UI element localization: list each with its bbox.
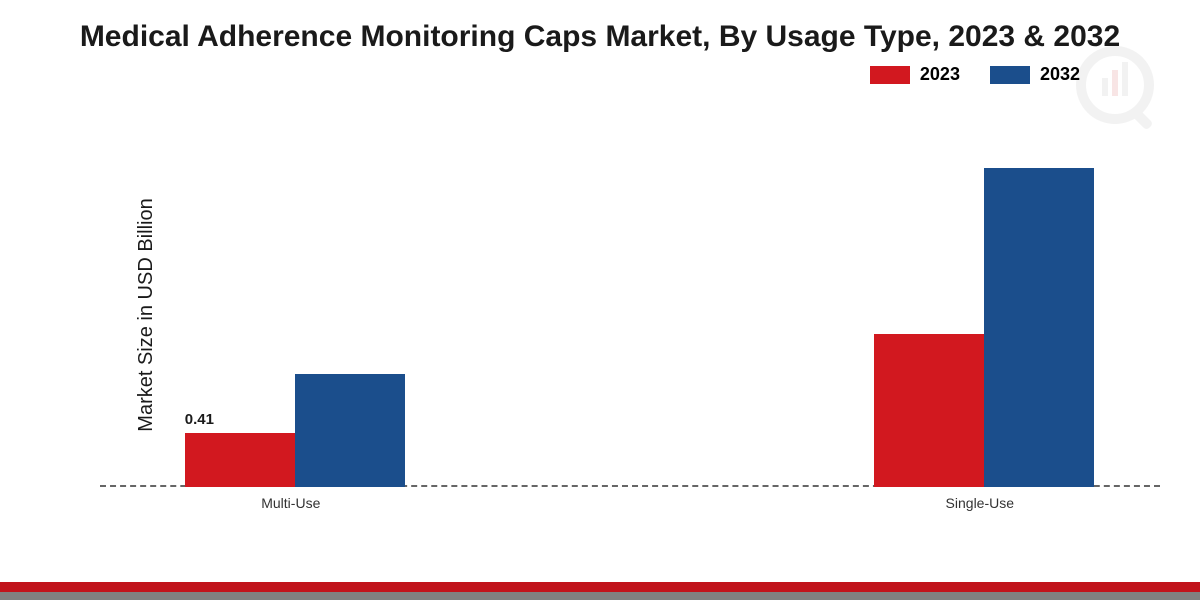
footer-stripe bbox=[0, 582, 1200, 600]
footer-grey-stripe bbox=[0, 592, 1200, 600]
plot-area: 0.41 Multi-Use Single-Use bbox=[100, 115, 1160, 515]
bar-group-multi-use: 0.41 bbox=[185, 374, 405, 487]
bar-single-use-2023 bbox=[874, 334, 984, 487]
legend-swatch-2032 bbox=[990, 66, 1030, 84]
chart-area: Market Size in USD Billion 0.41 Multi-Us… bbox=[100, 115, 1160, 515]
x-category-single-use: Single-Use bbox=[946, 495, 1014, 511]
bar-single-use-2032 bbox=[984, 168, 1094, 487]
legend-label-2023: 2023 bbox=[920, 64, 960, 85]
legend-item-2032: 2032 bbox=[990, 64, 1080, 85]
footer-red-stripe bbox=[0, 582, 1200, 592]
legend-item-2023: 2023 bbox=[870, 64, 960, 85]
legend: 2023 2032 bbox=[0, 64, 1200, 85]
bar-multi-use-2032 bbox=[295, 374, 405, 487]
bar-value-label: 0.41 bbox=[185, 411, 214, 428]
bar-group-single-use bbox=[874, 168, 1094, 487]
chart-title: Medical Adherence Monitoring Caps Market… bbox=[0, 0, 1200, 54]
legend-swatch-2023 bbox=[870, 66, 910, 84]
x-category-multi-use: Multi-Use bbox=[261, 495, 320, 511]
bar-multi-use-2023: 0.41 bbox=[185, 433, 295, 487]
legend-label-2032: 2032 bbox=[1040, 64, 1080, 85]
